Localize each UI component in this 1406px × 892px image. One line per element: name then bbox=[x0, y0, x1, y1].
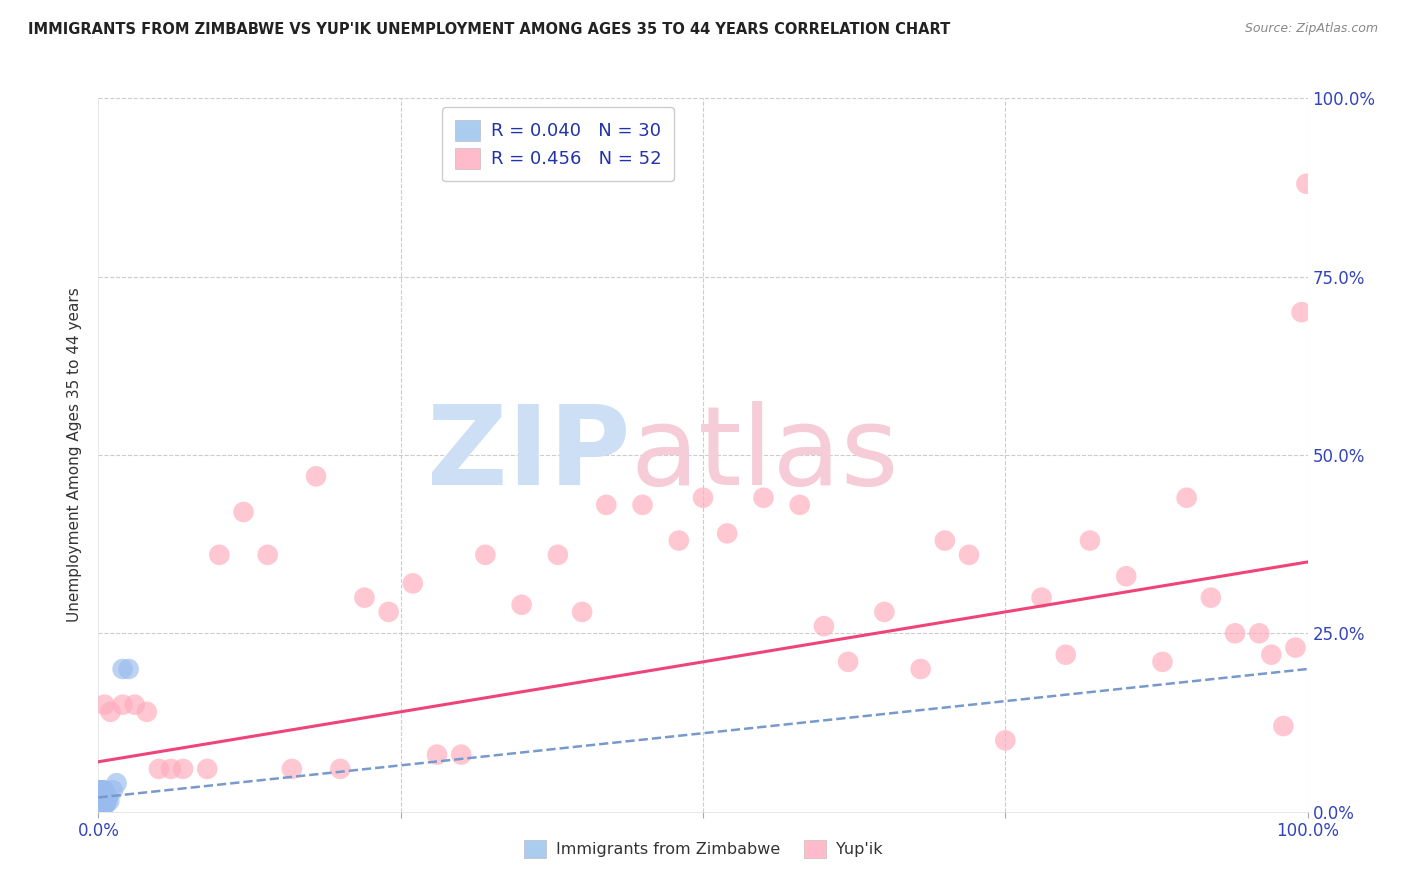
Point bbox=[93, 797, 115, 812]
Point bbox=[1260, 648, 1282, 662]
Point bbox=[89, 787, 111, 801]
Point bbox=[208, 548, 231, 562]
Point bbox=[105, 776, 128, 790]
Point bbox=[510, 598, 533, 612]
Point bbox=[91, 783, 114, 797]
Point bbox=[329, 762, 352, 776]
Point bbox=[160, 762, 183, 776]
Point bbox=[353, 591, 375, 605]
Point bbox=[450, 747, 472, 762]
Point bbox=[789, 498, 811, 512]
Text: Source: ZipAtlas.com: Source: ZipAtlas.com bbox=[1244, 22, 1378, 36]
Point bbox=[1054, 648, 1077, 662]
Point bbox=[111, 662, 134, 676]
Point bbox=[305, 469, 328, 483]
Point bbox=[100, 705, 122, 719]
Point bbox=[1223, 626, 1246, 640]
Point bbox=[281, 762, 304, 776]
Point bbox=[135, 705, 157, 719]
Point bbox=[148, 762, 170, 776]
Point bbox=[402, 576, 425, 591]
Point bbox=[118, 662, 141, 676]
Point bbox=[571, 605, 593, 619]
Point bbox=[90, 783, 112, 797]
Point bbox=[668, 533, 690, 548]
Point bbox=[1152, 655, 1174, 669]
Point bbox=[1249, 626, 1271, 640]
Point bbox=[90, 790, 112, 805]
Point bbox=[91, 790, 114, 805]
Point bbox=[89, 797, 111, 812]
Point bbox=[1175, 491, 1198, 505]
Point bbox=[91, 797, 114, 812]
Point bbox=[595, 498, 617, 512]
Point bbox=[97, 790, 120, 805]
Point bbox=[89, 790, 111, 805]
Point bbox=[716, 526, 738, 541]
Point bbox=[1031, 591, 1053, 605]
Point bbox=[90, 787, 112, 801]
Point bbox=[232, 505, 254, 519]
Point bbox=[93, 790, 115, 805]
Point bbox=[89, 783, 111, 797]
Point bbox=[89, 801, 111, 815]
Point bbox=[426, 747, 449, 762]
Text: IMMIGRANTS FROM ZIMBABWE VS YUP'IK UNEMPLOYMENT AMONG AGES 35 TO 44 YEARS CORREL: IMMIGRANTS FROM ZIMBABWE VS YUP'IK UNEMP… bbox=[28, 22, 950, 37]
Point bbox=[1078, 533, 1101, 548]
Point bbox=[90, 797, 112, 812]
Point bbox=[813, 619, 835, 633]
Point bbox=[256, 548, 278, 562]
Point bbox=[91, 783, 114, 797]
Point bbox=[1284, 640, 1306, 655]
Point bbox=[631, 498, 654, 512]
Point bbox=[1291, 305, 1313, 319]
Point bbox=[873, 605, 896, 619]
Point bbox=[837, 655, 859, 669]
Point bbox=[1272, 719, 1295, 733]
Point bbox=[93, 698, 115, 712]
Point bbox=[1295, 177, 1317, 191]
Point bbox=[98, 794, 121, 808]
Point bbox=[96, 794, 118, 808]
Point bbox=[752, 491, 775, 505]
Point bbox=[91, 801, 114, 815]
Legend: Immigrants from Zimbabwe, Yup'ik: Immigrants from Zimbabwe, Yup'ik bbox=[517, 833, 889, 864]
Point bbox=[1115, 569, 1137, 583]
Point bbox=[101, 783, 124, 797]
Point bbox=[910, 662, 932, 676]
Point bbox=[474, 548, 496, 562]
Text: atlas: atlas bbox=[630, 401, 898, 508]
Point bbox=[91, 790, 114, 805]
Point bbox=[124, 698, 146, 712]
Point bbox=[91, 797, 114, 812]
Point bbox=[692, 491, 714, 505]
Y-axis label: Unemployment Among Ages 35 to 44 years: Unemployment Among Ages 35 to 44 years bbox=[67, 287, 83, 623]
Point bbox=[195, 762, 218, 776]
Point bbox=[957, 548, 980, 562]
Text: ZIP: ZIP bbox=[427, 401, 630, 508]
Point bbox=[1199, 591, 1222, 605]
Point bbox=[111, 698, 134, 712]
Point bbox=[377, 605, 399, 619]
Point bbox=[934, 533, 956, 548]
Point bbox=[93, 783, 115, 797]
Point bbox=[90, 801, 112, 815]
Point bbox=[89, 794, 111, 808]
Point bbox=[994, 733, 1017, 747]
Point bbox=[94, 790, 117, 805]
Point bbox=[172, 762, 194, 776]
Point bbox=[547, 548, 569, 562]
Point bbox=[94, 797, 117, 812]
